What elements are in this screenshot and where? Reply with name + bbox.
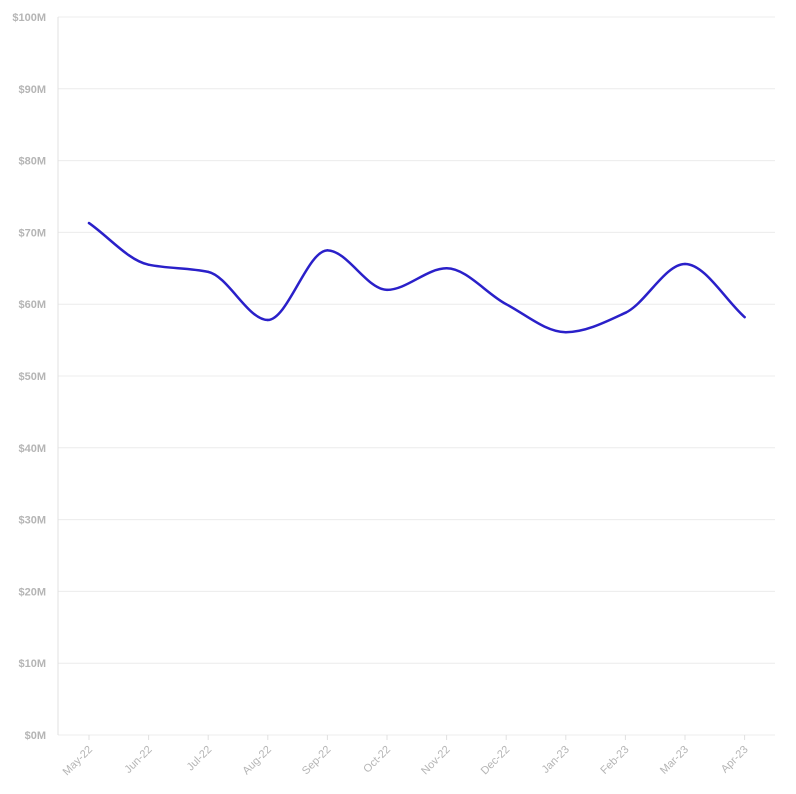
x-axis: May-22 Jun-22 Jul-22 Aug-22 Sep-22 Oct-22 Nov-…: [61, 735, 751, 778]
series-line: [87, 221, 746, 334]
data-point: [445, 267, 448, 270]
x-tick-label: May-22: [61, 744, 95, 778]
x-tick-label: Aug-22: [240, 744, 274, 778]
data-point: [385, 288, 389, 292]
y-tick-label: $30M: [18, 515, 46, 527]
y-axis: $0M $10M $20M $30M $40M $50M $60M $70M $80M $90M $…: [12, 12, 59, 742]
y-tick-label: $60M: [18, 299, 46, 311]
x-tick-label: Sep-22: [300, 744, 334, 778]
x-tick-label: Jul-22: [185, 744, 215, 774]
data-point: [87, 221, 91, 225]
x-tick-label: Dec-22: [479, 744, 513, 778]
x-tick-label: Feb-23: [598, 744, 631, 777]
x-tick-label: Apr-23: [719, 744, 751, 776]
x-tick-label: Oct-22: [361, 744, 393, 776]
series-group: [87, 221, 746, 334]
data-point: [147, 263, 150, 266]
data-point: [266, 318, 269, 322]
y-tick-label: $40M: [18, 443, 46, 455]
y-tick-label: $70M: [18, 227, 46, 239]
data-point: [505, 303, 508, 306]
grid: [58, 16, 775, 736]
y-tick-label: $0M: [25, 730, 46, 742]
y-tick-label: $50M: [18, 371, 46, 383]
y-tick-label: $90M: [18, 84, 46, 96]
y-tick-label: $20M: [18, 586, 46, 598]
data-point: [624, 311, 627, 315]
x-tick-label: Jun-22: [122, 744, 154, 776]
x-tick-label: Nov-22: [419, 744, 453, 778]
y-tick-label: $80M: [18, 156, 46, 168]
data-point: [743, 315, 746, 319]
data-point: [326, 249, 329, 252]
data-point: [207, 270, 210, 274]
x-tick-label: Mar-23: [658, 744, 691, 777]
data-point: [683, 262, 687, 266]
y-tick-label: $10M: [18, 658, 46, 670]
data-point: [564, 331, 567, 334]
x-tick-label: Jan-23: [540, 744, 572, 776]
y-tick-label: $100M: [12, 12, 46, 24]
